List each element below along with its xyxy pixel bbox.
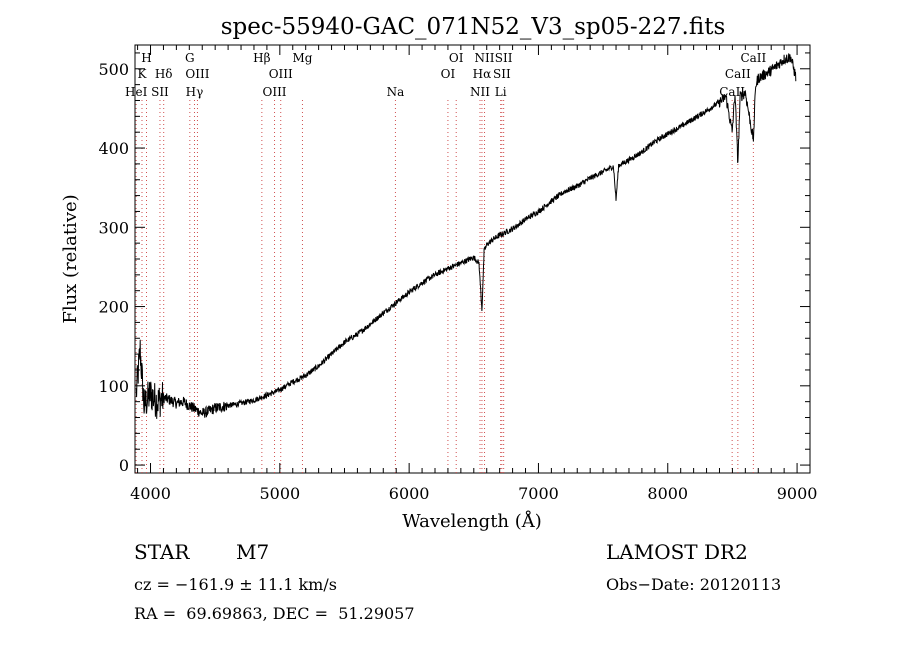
y-tick-label: 500 xyxy=(98,60,129,79)
chart-title: spec-55940-GAC_071N52_V3_sp05-227.fits xyxy=(221,14,726,40)
line-marker-label: Mg xyxy=(292,51,312,65)
line-marker-label: HeI xyxy=(125,85,148,99)
y-tick-label: 100 xyxy=(98,377,129,396)
x-tick-label: 5000 xyxy=(259,484,300,503)
survey-name: LAMOST DR2 xyxy=(606,540,748,564)
y-tick-label: 200 xyxy=(98,298,129,317)
series-layer xyxy=(135,53,797,419)
line-marker-label: OIII xyxy=(269,67,293,81)
line-marker-label: Li xyxy=(495,85,507,99)
x-tick-label: 6000 xyxy=(389,484,430,503)
line-markers: HeI KH SII Hδ G Hγ OIII Hβ OIII OIII Mg Na OI OI NII Hα… xyxy=(125,51,767,473)
x-axis-label: Wavelength (Å) xyxy=(402,510,542,532)
line-marker-label: OI xyxy=(441,67,456,81)
line-marker-label: H xyxy=(141,51,151,65)
line-marker-label: G xyxy=(185,51,195,65)
y-tick-label: 300 xyxy=(98,218,129,237)
line-marker-label: NII xyxy=(470,85,490,99)
object-class: STAR xyxy=(134,540,190,564)
line-marker-label: Hβ xyxy=(253,51,270,65)
x-tick-label: 9000 xyxy=(777,484,818,503)
line-marker-label: Hγ xyxy=(186,85,204,99)
line-marker-label: Na xyxy=(387,85,405,99)
object-subclass: M7 xyxy=(236,540,270,564)
x-tick-label: 4000 xyxy=(130,484,171,503)
line-marker-label: OI xyxy=(449,51,464,65)
y-axis-label: Flux (relative) xyxy=(60,194,81,323)
line-marker-label: K xyxy=(137,67,147,81)
line-marker-label: SII xyxy=(493,67,511,81)
y-tick-label: 0 xyxy=(119,456,129,475)
line-marker-label: SII xyxy=(151,85,169,99)
x-tick-label: 7000 xyxy=(518,484,559,503)
line-marker-label: CaII xyxy=(740,51,766,65)
line-marker-label: NII xyxy=(475,51,495,65)
line-marker-label: Hδ xyxy=(155,67,173,81)
obs-date: Obs−Date: 20120113 xyxy=(606,575,782,594)
line-marker-label: SII xyxy=(495,51,513,65)
line-marker-label: OIII xyxy=(262,85,286,99)
line-marker-label: CaII xyxy=(725,67,751,81)
redshift-readout: cz = −161.9 ± 11.1 km/s xyxy=(134,575,337,594)
y-tick-label: 400 xyxy=(98,139,129,158)
x-tick-label: 8000 xyxy=(647,484,688,503)
line-marker-label: OIII xyxy=(185,67,209,81)
line-marker-label: Hα xyxy=(473,67,492,81)
spectrum-line xyxy=(135,53,797,419)
axis-ticks: 4000 5000 6000 7000 8000 9000 0 100 200 300 400 500 xyxy=(98,45,817,503)
coordinates: RA = 69.69863, DEC = 51.29057 xyxy=(134,604,415,623)
